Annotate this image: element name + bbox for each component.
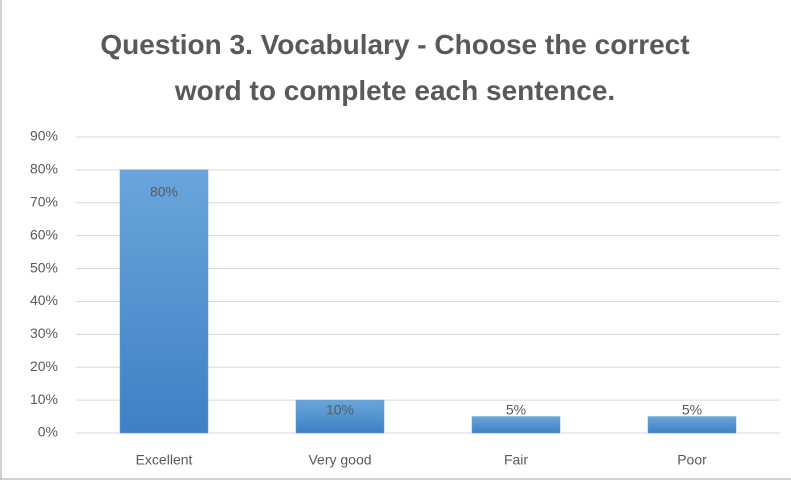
bar xyxy=(647,416,737,434)
chart-title: Question 3. Vocabulary - Choose the corr… xyxy=(100,29,690,106)
x-tick-label: Fair xyxy=(504,452,528,468)
bar xyxy=(471,416,561,434)
x-tick-label: Very good xyxy=(308,452,371,468)
data-label: 5% xyxy=(682,402,702,418)
y-tick-label: 90% xyxy=(30,128,58,144)
y-tick-label: 20% xyxy=(30,358,58,374)
y-tick-label: 30% xyxy=(30,325,58,341)
y-tick-label: 40% xyxy=(30,292,58,308)
data-label: 80% xyxy=(150,184,178,200)
bar xyxy=(295,399,385,434)
y-tick-label: 0% xyxy=(38,424,58,440)
data-label: 5% xyxy=(506,402,526,418)
y-tick-label: 50% xyxy=(30,259,58,275)
y-tick-label: 10% xyxy=(30,391,58,407)
y-tick-label: 70% xyxy=(30,193,58,209)
y-tick-label: 80% xyxy=(30,161,58,177)
data-label: 10% xyxy=(326,402,354,418)
x-tick-label: Poor xyxy=(677,452,707,468)
y-tick-label: 60% xyxy=(30,226,58,242)
bar xyxy=(119,169,209,434)
x-tick-label: Excellent xyxy=(136,452,193,468)
